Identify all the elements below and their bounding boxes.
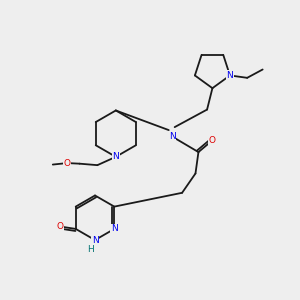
Text: H: H (87, 245, 94, 254)
Text: O: O (57, 222, 64, 231)
Text: N: N (226, 71, 233, 80)
Text: N: N (111, 224, 118, 233)
Text: N: N (92, 236, 98, 244)
Text: N: N (169, 132, 176, 141)
Text: N: N (112, 152, 119, 161)
Text: O: O (208, 136, 215, 145)
Text: O: O (64, 159, 70, 168)
